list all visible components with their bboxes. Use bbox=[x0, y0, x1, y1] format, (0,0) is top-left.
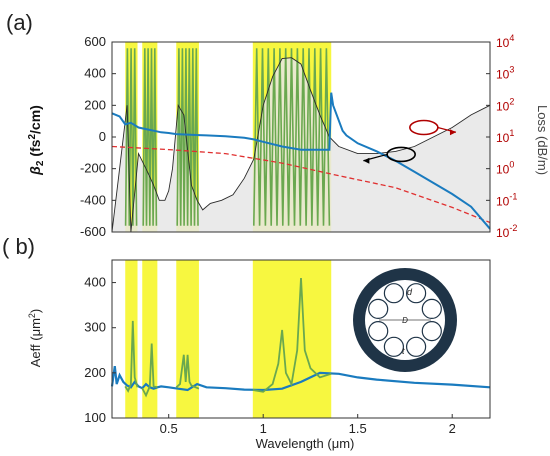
a-ytick-label-4: 200 bbox=[84, 97, 106, 112]
a-ytick-label-1: -400 bbox=[80, 192, 106, 207]
b-ytick-label-0: 100 bbox=[84, 410, 106, 425]
capillary-1 bbox=[406, 336, 427, 357]
panel-b-frame bbox=[111, 259, 491, 419]
annotation-arrowhead-0 bbox=[449, 129, 456, 136]
oscillation-a-1 bbox=[142, 48, 158, 226]
a-y2tick-label-6: 104 bbox=[496, 33, 514, 50]
panel-b-x-ticks: 0.5 1 1.5 2 bbox=[160, 414, 456, 436]
b-xtick-label-3: 2 bbox=[449, 421, 456, 436]
a-y2tick-label-1: 10-1 bbox=[496, 191, 517, 208]
panel-b-x-axis-label: Wavelength (μm) bbox=[256, 436, 355, 451]
aeff-label-end: ) bbox=[28, 309, 43, 313]
inset-label-d: d bbox=[407, 287, 413, 297]
panel-a-label: (a) bbox=[6, 10, 33, 35]
panel-a-oscillations bbox=[124, 48, 331, 226]
a-ytick-label-3: 0 bbox=[99, 129, 106, 144]
a-ytick-label-0: -600 bbox=[80, 224, 106, 239]
oscillation-a-0 bbox=[124, 48, 138, 226]
panel-b-y-axis-label: Aeff (μm2) bbox=[27, 309, 43, 368]
aeff-label-sup: 2 bbox=[27, 313, 37, 318]
capillary-0 bbox=[421, 321, 442, 342]
panel-a-y-ticks: -600 -400 -200 0 200 400 600 bbox=[80, 34, 116, 239]
annotation-ellipse-0 bbox=[409, 119, 439, 136]
fiber-capillaries bbox=[368, 283, 442, 357]
capillary-6 bbox=[406, 283, 427, 304]
low-loss-fit-line bbox=[111, 145, 491, 224]
b-xtick-label-0: 0.5 bbox=[160, 421, 178, 436]
panel-b: 100 200 300 400 0.5 1 1.5 2 Wavelength (μm) Ae… bbox=[27, 259, 491, 451]
capillary-3 bbox=[368, 321, 389, 342]
ylabel-unit-end: /cm) bbox=[27, 105, 43, 134]
panel-a-y2-ticks: 10-2 10-1 100 101 102 103 104 bbox=[486, 33, 517, 240]
highlight-band-b-3 bbox=[252, 260, 332, 418]
capillary-7 bbox=[421, 298, 442, 319]
oscillation-a-3 bbox=[253, 48, 331, 226]
ylabel-unit-sup: 2 bbox=[27, 134, 38, 140]
effective-area-resonance-line bbox=[124, 278, 332, 398]
capillary-4 bbox=[368, 298, 389, 319]
panel-b-highlight-bands bbox=[125, 260, 332, 418]
capillary-5 bbox=[383, 283, 404, 304]
loss-line bbox=[111, 57, 491, 233]
annotation-arrowhead-1 bbox=[363, 157, 370, 164]
a-ytick-label-2: -200 bbox=[80, 161, 106, 176]
b-xtick-label-2: 1.5 bbox=[349, 421, 367, 436]
b-xtick-label-1: 1 bbox=[260, 421, 267, 436]
a-y2tick-label-2: 100 bbox=[496, 160, 514, 177]
inset-label-t: t bbox=[402, 346, 405, 356]
a-y2tick-label-5: 103 bbox=[496, 65, 514, 82]
highlight-band-b-2 bbox=[176, 260, 199, 418]
ylabel-beta: β bbox=[27, 166, 43, 176]
capillary-2 bbox=[383, 336, 404, 357]
fiber-cross-section-inset: d D t bbox=[353, 268, 457, 372]
a-ytick-label-5: 400 bbox=[84, 66, 106, 81]
b-ytick-label-3: 400 bbox=[84, 275, 106, 290]
aeff-label-main: Aeff (μm bbox=[28, 318, 43, 367]
panel-a-annotations bbox=[363, 119, 457, 164]
ylabel-beta-sub: 2 bbox=[35, 160, 46, 166]
a-y2tick-label-4: 102 bbox=[496, 96, 514, 113]
panel-a-y2-axis-label: Loss (dB/m) bbox=[535, 105, 550, 175]
panel-b-y-ticks: 100 200 300 400 bbox=[84, 275, 116, 425]
inset-label-D: D bbox=[402, 316, 408, 325]
effective-area-line bbox=[110, 365, 491, 392]
a-y2tick-label-3: 101 bbox=[496, 128, 514, 145]
oscillation-a-2 bbox=[176, 48, 199, 226]
a-ytick-label-6: 600 bbox=[84, 34, 106, 49]
panel-b-label: ( b) bbox=[2, 234, 35, 259]
ylabel-unit: (fs bbox=[27, 139, 43, 160]
b-ytick-label-1: 200 bbox=[84, 365, 106, 380]
a-y2tick-label-0: 10-2 bbox=[496, 223, 517, 240]
b-ytick-label-2: 300 bbox=[84, 320, 106, 335]
panel-a: -600 -400 -200 0 200 400 600 10-2 10-1 100 101 102… bbox=[27, 33, 550, 240]
panel-a-y-axis-label: β2 (fs2/cm) bbox=[27, 105, 46, 176]
